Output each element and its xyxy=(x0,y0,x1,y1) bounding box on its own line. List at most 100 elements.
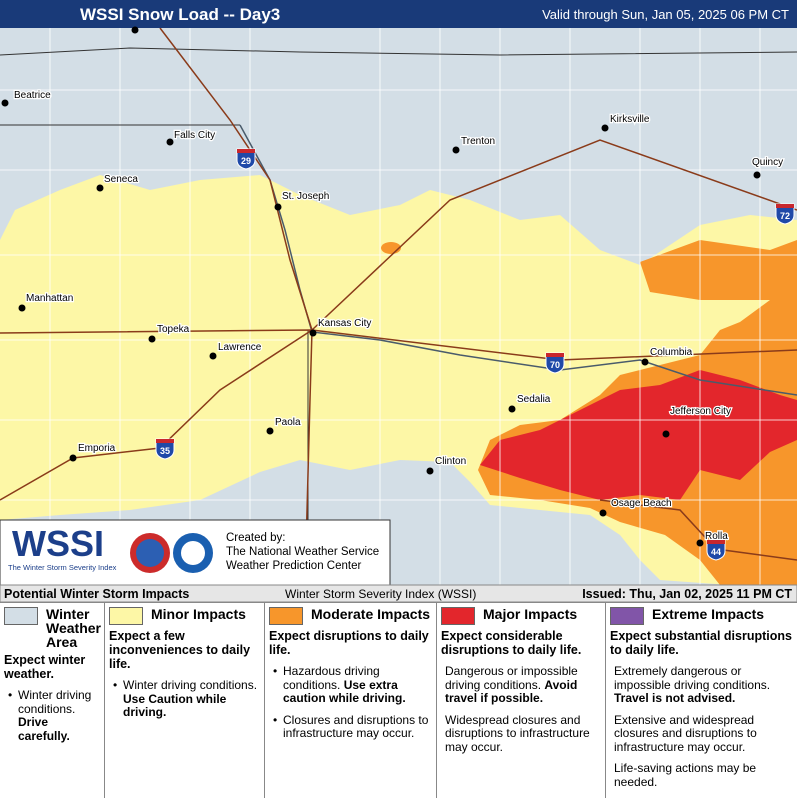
city-label: Kansas City xyxy=(318,318,371,329)
legend-item-text: Extremely dangerous or impossible drivin… xyxy=(614,664,771,692)
legend-item: • Hazardous driving conditions. Use extra… xyxy=(273,664,432,706)
legend-item-body: Winter driving conditions. Drive careful… xyxy=(18,688,100,743)
city-dot xyxy=(309,329,317,337)
bullet: • xyxy=(273,712,278,727)
city-label: Sedalia xyxy=(517,394,551,405)
legend-column: Winter Weather Area Expect winter weather… xyxy=(0,603,105,798)
legend-header: Winter Weather Area xyxy=(4,606,101,650)
footer-center: Winter Storm Severity Index (WSSI) xyxy=(285,587,476,601)
city-label: Kirksville xyxy=(610,114,650,125)
city-label: Quincy xyxy=(752,157,783,168)
legend-swatch xyxy=(610,607,644,625)
interstate-shield-top xyxy=(707,540,725,544)
city-label: Topeka xyxy=(157,324,190,335)
legend-item: • Winter driving conditions. Drive carefu… xyxy=(8,688,100,743)
credit: Weather Prediction Center xyxy=(226,560,361,572)
legend-column: Minor Impacts Expect a few inconveniences… xyxy=(105,603,265,798)
map-title: WSSI Snow Load -- Day3 xyxy=(80,5,280,24)
legend-name: Winter Weather Area xyxy=(46,606,101,650)
legend-swatch xyxy=(109,607,143,625)
legend-summary: Expect a few inconveniences to daily lif… xyxy=(109,629,251,671)
legend-swatch xyxy=(269,607,303,625)
city-dot xyxy=(662,430,670,438)
legend-item-text: Winter driving conditions. xyxy=(18,688,92,716)
footer-right: Issued: Thu, Jan 02, 2025 11 PM CT xyxy=(582,587,792,601)
logo-wssi: WSSI xyxy=(12,523,104,564)
legend-item-body: Extensive and widespread closures and di… xyxy=(614,713,757,754)
city-label: St. Joseph xyxy=(282,191,329,202)
major-area xyxy=(480,370,797,500)
legend-item-text: Dangerous or impossible driving conditio… xyxy=(445,664,578,692)
legend-item-body: Life-saving actions may be needed. xyxy=(614,761,756,789)
interstate-number: 29 xyxy=(241,156,251,166)
bullet: • xyxy=(8,688,13,702)
legend-item-body: Extremely dangerous or impossible drivin… xyxy=(614,664,770,705)
legend-item-body: Hazardous driving conditions. Use extra … xyxy=(283,664,432,706)
bullet: • xyxy=(113,678,118,692)
legend-item-body: Winter driving conditions. Use Caution w… xyxy=(123,678,260,720)
legend-swatch xyxy=(4,607,38,625)
city-dot xyxy=(274,203,282,211)
nws-logo xyxy=(136,539,164,567)
legend-item-text: Extensive and widespread closures and di… xyxy=(614,712,757,754)
city-dot xyxy=(641,358,649,366)
credit: The National Weather Service xyxy=(226,546,379,558)
legend-header: Moderate Impacts xyxy=(269,607,432,625)
footer-bar xyxy=(0,584,797,602)
interstate-shield-top xyxy=(776,204,794,208)
legend-column: Moderate Impacts Expect disruptions to da… xyxy=(265,603,437,798)
legend-item-text: Widespread closures and disruptions to i… xyxy=(445,712,590,754)
legend-item: Life-saving actions may be needed. xyxy=(614,761,793,789)
city-label: Lawrence xyxy=(218,342,262,353)
title-bar xyxy=(0,0,797,28)
city-dot xyxy=(69,454,77,462)
legend-item-body: Dangerous or impossible driving conditio… xyxy=(445,664,578,705)
interstate-shield xyxy=(155,438,175,460)
city-label: Manhattan xyxy=(26,293,73,304)
city-dot xyxy=(18,304,26,312)
legend-summary: Expect considerable disruptions to daily… xyxy=(441,629,582,657)
legend-name: Minor Impacts xyxy=(151,606,246,622)
city-label: Osage Beach xyxy=(611,498,672,509)
legend-header: Major Impacts xyxy=(441,607,601,625)
city-label: Columbia xyxy=(650,347,693,358)
legend-item-bold: Travel is not advised. xyxy=(614,691,736,705)
city-label: Paola xyxy=(275,417,301,428)
legend-summary: Expect substantial disruptions to daily … xyxy=(610,629,792,657)
city-dot xyxy=(599,509,607,517)
city-dot xyxy=(131,26,139,34)
valid-time: Valid through Sun, Jan 05, 2025 06 PM CT xyxy=(542,7,789,22)
city-dot xyxy=(426,467,434,475)
legend-item-body: Closures and disruptions to infrastructu… xyxy=(283,713,432,741)
city-dot xyxy=(508,405,516,413)
legend-item-bold: Use extra caution while driving. xyxy=(283,677,406,705)
legend-item-text: Winter driving conditions. xyxy=(123,678,258,692)
legend-item-text: Life-saving actions may be needed. xyxy=(614,761,757,789)
legend-item-bold: Use Caution while driving. xyxy=(123,691,227,719)
city-label: Falls City xyxy=(174,130,215,141)
interstate-number: 72 xyxy=(780,211,790,221)
legend-header: Minor Impacts xyxy=(109,607,260,625)
logo-tagline: The Winter Storm Severity Index xyxy=(8,563,117,572)
legend-swatch xyxy=(441,607,475,625)
city-dot xyxy=(148,335,156,343)
legend-item: Widespread closures and disruptions to i… xyxy=(445,712,601,755)
legend-name: Moderate Impacts xyxy=(311,606,431,622)
legend-item: Extensive and widespread closures and di… xyxy=(614,713,793,755)
legend-item-bold: Avoid travel if possible. xyxy=(445,677,578,705)
river xyxy=(239,124,797,396)
interstate-shield-top xyxy=(237,149,255,153)
city-label: Jefferson City xyxy=(670,406,731,417)
city-label: Beatrice xyxy=(14,90,51,101)
city-dot xyxy=(696,539,704,547)
interstate-number: 44 xyxy=(711,547,721,557)
bullet: • xyxy=(273,664,278,678)
interstate-shield xyxy=(236,148,256,170)
city-dot xyxy=(452,146,460,154)
legend-name: Major Impacts xyxy=(483,606,578,622)
city-label: Seneca xyxy=(104,174,138,185)
legend-item: • Closures and disruptions to infrastruct… xyxy=(273,712,432,741)
legend-item: Extremely dangerous or impossible drivin… xyxy=(614,664,793,706)
city-dot xyxy=(1,99,9,107)
legend-summary: Expect winter weather. xyxy=(4,653,86,681)
